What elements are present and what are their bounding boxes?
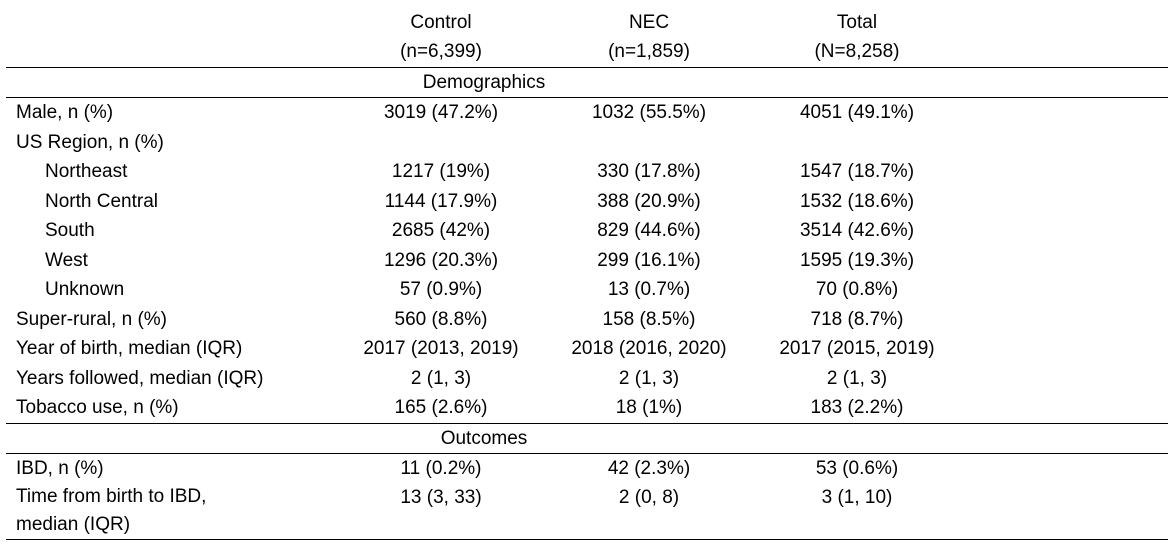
- cell-total: 3514 (42.6%): [799, 220, 915, 241]
- cell-nec: 388 (20.9%): [597, 190, 701, 212]
- row-label-line1: Time from birth to IBD,: [16, 486, 207, 507]
- cell-control: 57 (0.9%): [399, 279, 483, 300]
- table-row: North Central 1144 (17.9%) 388 (20.9%) 1…: [6, 187, 1168, 217]
- cell-total: 718 (8.7%): [810, 308, 904, 330]
- table-row: Unknown 57 (0.9%) 13 (0.7%) 70 (0.8%): [6, 275, 1168, 305]
- cell-nec: 299 (16.1%): [597, 249, 701, 271]
- header-control-n: (n=6,399): [400, 41, 482, 62]
- row-label: Male, n (%): [16, 102, 114, 123]
- cell-nec: 829 (44.6%): [597, 220, 701, 241]
- cell-control: 11 (0.2%): [400, 457, 482, 479]
- summary-table: Control (n=6,399) NEC (n=1,859) Total (N…: [6, 8, 1168, 540]
- cell-total: 2017 (2015, 2019): [779, 338, 935, 359]
- cell-total: 4051 (49.1%): [799, 102, 915, 123]
- header-total-n: (N=8,258): [814, 41, 900, 62]
- header-nec: NEC (n=1,859): [546, 8, 752, 68]
- table-row: South 2685 (42%) 829 (44.6%) 3514 (42.6%…: [6, 216, 1168, 246]
- header-empty-cell: [6, 8, 336, 68]
- table-row: Super-rural, n (%) 560 (8.8%) 158 (8.5%)…: [6, 305, 1168, 335]
- cell-nec: 2018 (2016, 2020): [571, 338, 727, 359]
- table-row: IBD, n (%) 11 (0.2%) 42 (2.3%) 53 (0.6%): [6, 453, 1168, 483]
- row-label-line2: median (IQR): [16, 514, 131, 535]
- cell-control: 13 (3, 33): [336, 483, 546, 540]
- header-control-name: Control: [410, 12, 472, 33]
- cell-control: 165 (2.6%): [394, 397, 488, 418]
- cell-control: [336, 128, 546, 158]
- cell-total: [752, 128, 962, 158]
- cell-total: 183 (2.2%): [810, 397, 904, 418]
- section-pad: [962, 422, 1168, 454]
- header-nec-n: (n=1,859): [608, 41, 690, 62]
- cell-total: 1532 (18.6%): [799, 190, 915, 212]
- cell-nec: 1032 (55.5%): [591, 102, 707, 123]
- cell-total: 2 (1, 3): [826, 367, 888, 389]
- row-label: US Region, n (%): [16, 131, 164, 153]
- section-demographics: Demographics: [6, 67, 1168, 98]
- cell-control: 2685 (42%): [391, 220, 491, 241]
- header-nec-name: NEC: [628, 12, 670, 33]
- table-row: Year of birth, median (IQR) 2017 (2013, …: [6, 334, 1168, 364]
- cell-control: 2017 (2013, 2019): [363, 338, 519, 359]
- cell-nec: 2 (0, 8): [546, 483, 752, 540]
- cell-nec: 42 (2.3%): [607, 457, 691, 479]
- cell-control: 1217 (19%): [391, 161, 491, 182]
- section-pad: [962, 67, 1168, 98]
- cell-control: 1296 (20.3%): [383, 249, 499, 271]
- cell-nec: 158 (8.5%): [602, 308, 696, 330]
- section-title: Outcomes: [6, 422, 962, 454]
- cell-total: 53 (0.6%): [815, 457, 899, 479]
- table-row: Tobacco use, n (%) 165 (2.6%) 18 (1%) 18…: [6, 393, 1168, 423]
- cell-control: 2 (1, 3): [410, 367, 472, 389]
- cell-control: 3019 (47.2%): [383, 102, 499, 123]
- header-row: Control (n=6,399) NEC (n=1,859) Total (N…: [6, 8, 1168, 68]
- cell-nec: 330 (17.8%): [597, 161, 701, 182]
- cell-total: 1547 (18.7%): [799, 161, 915, 182]
- cell-nec: 2 (1, 3): [618, 367, 680, 389]
- table-row: West 1296 (20.3%) 299 (16.1%) 1595 (19.3…: [6, 246, 1168, 276]
- header-pad-cell: [962, 8, 1168, 68]
- row-label: Northeast: [45, 161, 128, 182]
- row-label: Unknown: [45, 279, 125, 300]
- cell-total: 3 (1, 10): [752, 483, 962, 540]
- cell-total: 1595 (19.3%): [799, 249, 915, 271]
- table-row: Time from birth to IBD, median (IQR) 13 …: [6, 483, 1168, 540]
- row-label: North Central: [45, 190, 158, 212]
- cell-total: 70 (0.8%): [815, 279, 899, 300]
- header-total: Total (N=8,258): [752, 8, 962, 68]
- row-label: Years followed, median (IQR): [16, 367, 264, 389]
- header-total-name: Total: [836, 12, 878, 33]
- row-label: Year of birth, median (IQR): [16, 338, 243, 359]
- cell-control: 1144 (17.9%): [384, 190, 498, 212]
- summary-table-container: Control (n=6,399) NEC (n=1,859) Total (N…: [6, 8, 1168, 540]
- row-label: West: [45, 249, 88, 271]
- table-row: US Region, n (%): [6, 128, 1168, 158]
- row-label: South: [45, 220, 95, 241]
- cell-nec: [546, 128, 752, 158]
- row-label: Time from birth to IBD, median (IQR): [6, 483, 336, 540]
- row-label: IBD, n (%): [16, 457, 104, 479]
- section-title: Demographics: [6, 67, 962, 98]
- row-label: Super-rural, n (%): [16, 308, 167, 330]
- cell-nec: 18 (1%): [615, 397, 683, 418]
- cell-control: 560 (8.8%): [394, 308, 488, 330]
- table-row: Male, n (%) 3019 (47.2%) 1032 (55.5%) 40…: [6, 98, 1168, 128]
- header-control: Control (n=6,399): [336, 8, 546, 68]
- section-outcomes: Outcomes: [6, 422, 1168, 454]
- row-label: Tobacco use, n (%): [16, 397, 179, 418]
- cell-nec: 13 (0.7%): [607, 279, 691, 300]
- table-row: Years followed, median (IQR) 2 (1, 3) 2 …: [6, 364, 1168, 394]
- table-row: Northeast 1217 (19%) 330 (17.8%) 1547 (1…: [6, 157, 1168, 187]
